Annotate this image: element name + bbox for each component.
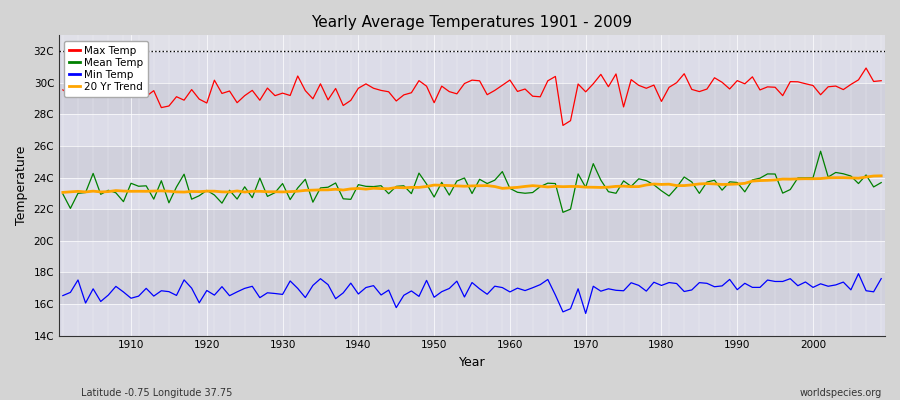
- Title: Yearly Average Temperatures 1901 - 2009: Yearly Average Temperatures 1901 - 2009: [311, 15, 633, 30]
- Text: worldspecies.org: worldspecies.org: [800, 388, 882, 398]
- Bar: [59, 178, 885, 209]
- Bar: [59, 209, 885, 241]
- X-axis label: Year: Year: [459, 356, 485, 369]
- Legend: Max Temp, Mean Temp, Min Temp, 20 Yr Trend: Max Temp, Mean Temp, Min Temp, 20 Yr Tre…: [64, 40, 148, 97]
- Bar: [59, 304, 885, 336]
- Text: Latitude -0.75 Longitude 37.75: Latitude -0.75 Longitude 37.75: [81, 388, 232, 398]
- Bar: [59, 146, 885, 178]
- Bar: [59, 114, 885, 146]
- Bar: [59, 241, 885, 272]
- Y-axis label: Temperature: Temperature: [15, 146, 28, 225]
- Bar: [59, 83, 885, 114]
- Bar: [59, 51, 885, 83]
- Bar: [59, 272, 885, 304]
